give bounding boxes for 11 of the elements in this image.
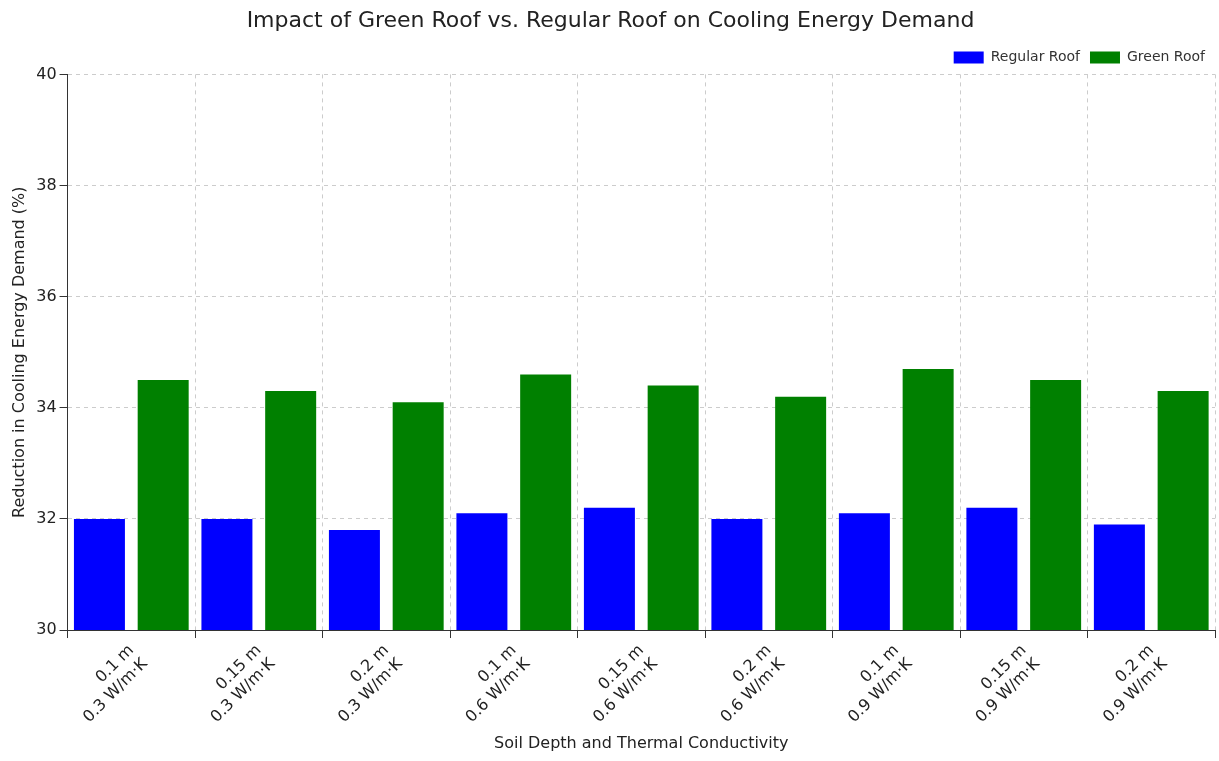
legend-label: Regular Roof	[990, 48, 1082, 65]
legend-label: Green Roof	[1127, 48, 1207, 65]
y-tick-label: 30	[36, 619, 57, 639]
y-tick-label: 38	[36, 174, 57, 194]
x-axis-title: Soil Depth and Thermal Conductivity	[494, 732, 789, 752]
y-tick-label: 32	[36, 508, 57, 528]
y-tick-label: 36	[36, 285, 57, 305]
y-tick-label: 34	[36, 396, 57, 416]
chart-title: Impact of Green Roof vs. Regular Roof on Cooling Energy Demand	[246, 6, 975, 32]
y-tick-label: 40	[36, 63, 57, 83]
y-axis-title: Reduction in Cooling Energy Demand (%)	[8, 186, 28, 518]
